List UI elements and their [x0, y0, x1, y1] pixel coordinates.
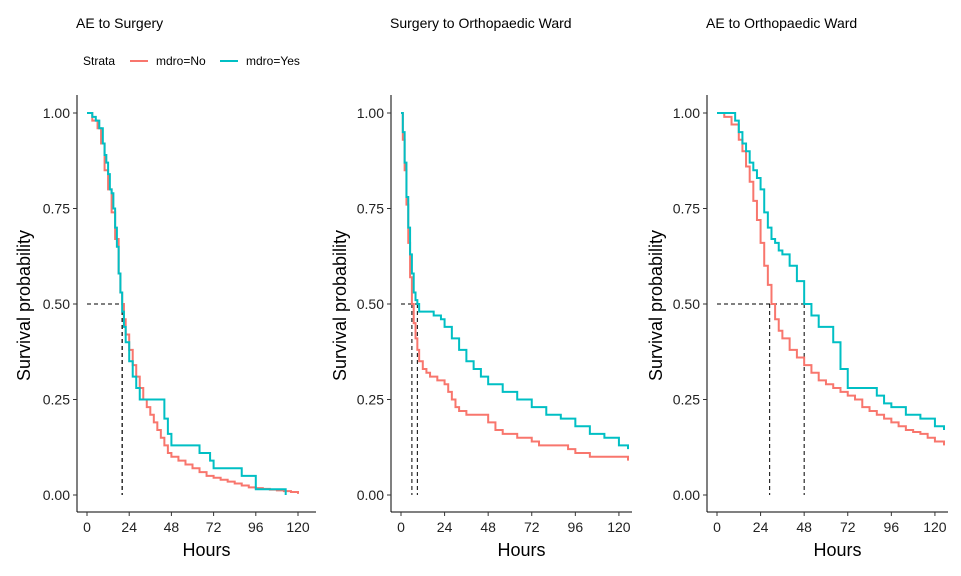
x-axis-title: Hours — [497, 540, 545, 560]
panel-title-surgery-to-ward: Surgery to Orthopaedic Ward — [390, 15, 572, 31]
y-tick-label: 0.00 — [43, 487, 70, 503]
x-axis-title: Hours — [182, 540, 230, 560]
survival-curve-mdro-yes — [87, 112, 287, 495]
y-tick-label: 1.00 — [43, 105, 70, 121]
survival-curve-mdro-no — [717, 112, 945, 446]
x-tick-label: 0 — [713, 519, 721, 535]
y-axis-title: Survival probability — [330, 230, 350, 381]
survival-curve-mdro-yes — [717, 112, 945, 431]
x-tick-label: 24 — [753, 519, 769, 535]
x-tick-label: 72 — [840, 519, 856, 535]
y-tick-label: 0.25 — [43, 392, 70, 408]
y-tick-label: 1.00 — [357, 105, 384, 121]
x-tick-label: 96 — [568, 519, 584, 535]
y-tick-label: 0.50 — [43, 296, 70, 312]
y-tick-label: 0.50 — [357, 296, 384, 312]
x-tick-label: 0 — [397, 519, 405, 535]
x-tick-label: 120 — [286, 519, 310, 535]
y-tick-label: 1.00 — [673, 105, 700, 121]
y-tick-label: 0.25 — [673, 392, 700, 408]
y-axis-title: Survival probability — [646, 230, 666, 381]
x-tick-label: 24 — [121, 519, 137, 535]
y-tick-label: 0.75 — [357, 201, 384, 217]
x-tick-label: 72 — [524, 519, 540, 535]
y-tick-label: 0.00 — [673, 487, 700, 503]
panel-surgery-to-ward: 0.00 0.25 0.50 0.75 1.00 0 24 48 72 96 120 Hours Sur… — [330, 95, 632, 560]
y-tick-label: 0.00 — [357, 487, 384, 503]
panel-title-ae-to-ward: AE to Orthopaedic Ward — [706, 15, 857, 31]
survival-curve-mdro-no — [87, 112, 299, 494]
x-tick-label: 48 — [164, 519, 180, 535]
y-axis-title: Survival probability — [14, 230, 34, 381]
y-tick-label: 0.75 — [43, 201, 70, 217]
legend: Strata mdro=No mdro=Yes — [83, 54, 300, 68]
x-tick-label: 24 — [437, 519, 453, 535]
survival-curve-mdro-no — [401, 112, 629, 461]
y-tick-label: 0.75 — [673, 201, 700, 217]
x-axis-title: Hours — [813, 540, 861, 560]
x-tick-label: 120 — [607, 519, 631, 535]
x-tick-label: 48 — [480, 519, 496, 535]
panel-ae-to-surgery: 0.00 0.25 0.50 0.75 1.00 0 24 48 72 96 120 Hours Sur… — [14, 95, 316, 560]
y-tick-label: 0.25 — [357, 392, 384, 408]
y-tick-label: 0.50 — [673, 296, 700, 312]
panel-ae-to-ward: 0.00 0.25 0.50 0.75 1.00 0 24 48 72 96 120 Hours Sur… — [646, 95, 948, 560]
x-tick-label: 0 — [83, 519, 91, 535]
legend-label-mdro-yes: mdro=Yes — [246, 54, 300, 68]
legend-label-mdro-no: mdro=No — [156, 54, 206, 68]
legend-title: Strata — [83, 54, 115, 68]
x-tick-label: 96 — [884, 519, 900, 535]
panel-title-ae-to-surgery: AE to Surgery — [76, 15, 163, 31]
x-tick-label: 120 — [923, 519, 947, 535]
x-tick-label: 48 — [796, 519, 812, 535]
survival-curve-mdro-yes — [401, 112, 629, 450]
x-tick-label: 96 — [248, 519, 264, 535]
x-tick-label: 72 — [206, 519, 222, 535]
